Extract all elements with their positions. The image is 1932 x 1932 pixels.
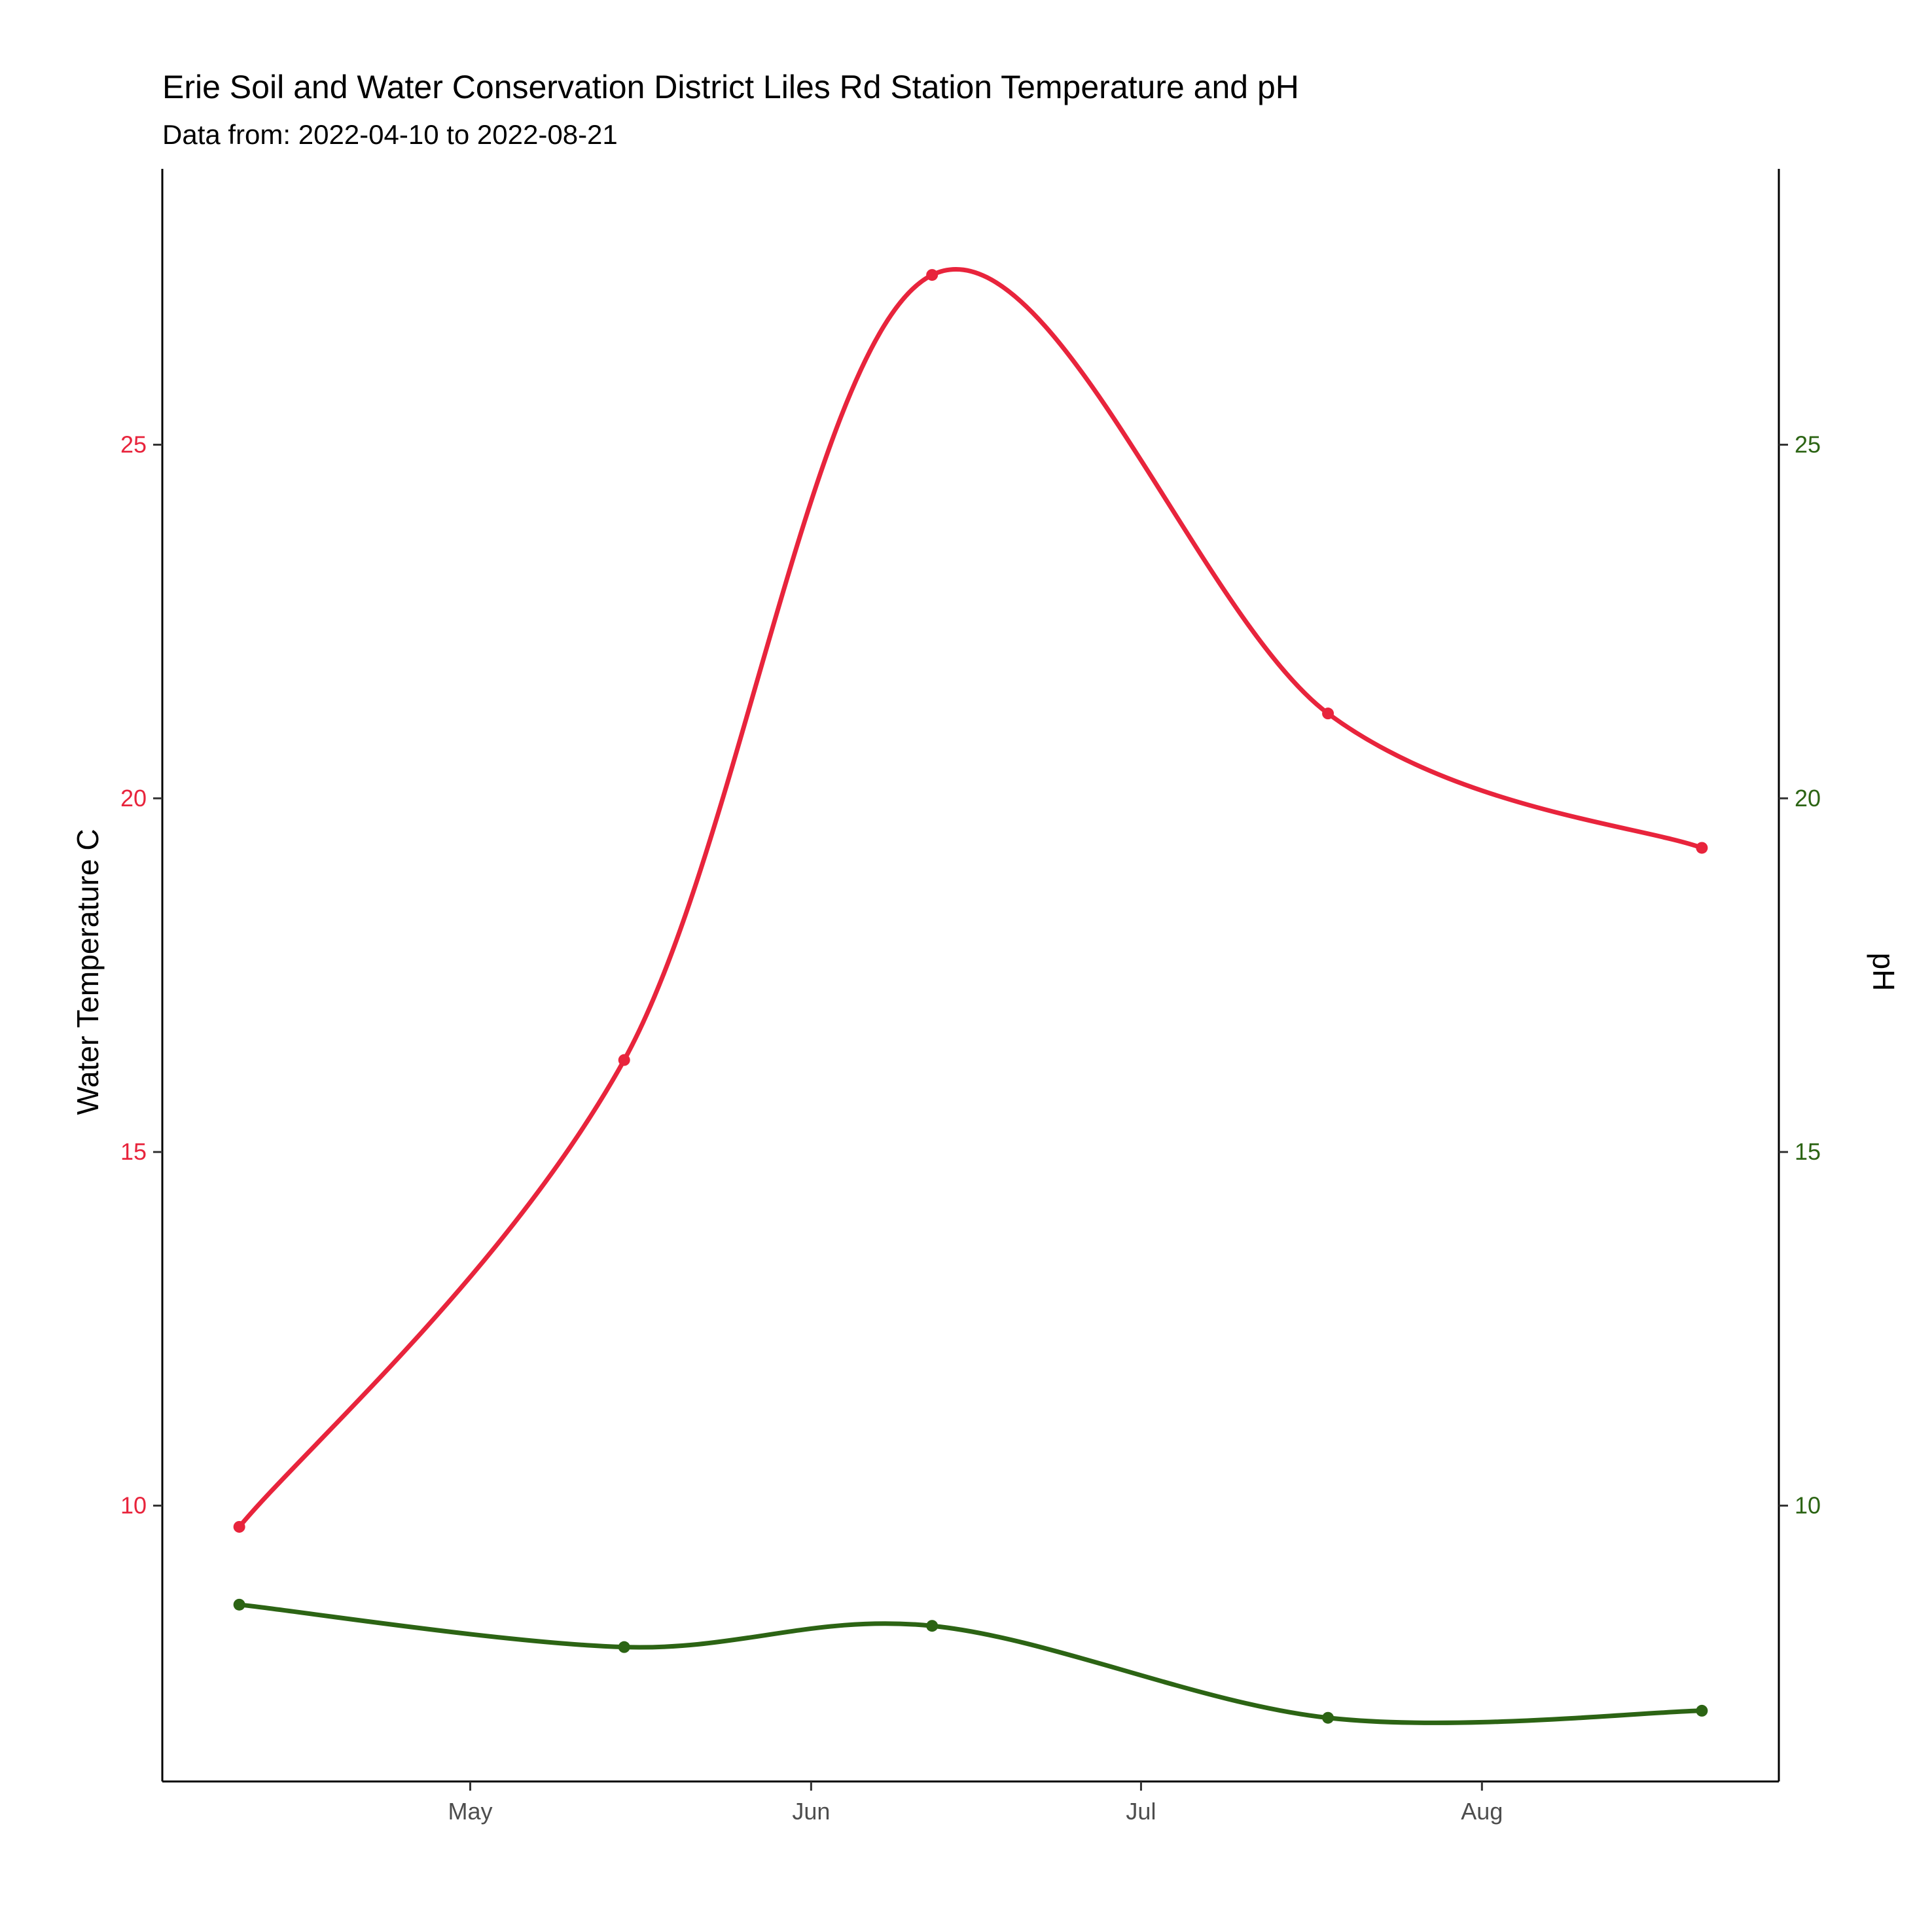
- ph-point: [1322, 1711, 1334, 1724]
- ph-line: [237, 1602, 1704, 1725]
- ph-point: [618, 1641, 630, 1653]
- y-axis-right-tick-label: 20: [1795, 785, 1821, 812]
- y-axis-left-tick-label: 25: [120, 431, 147, 457]
- temperature-point: [926, 269, 939, 281]
- axes: 10 15 20 25 10 15 20 25 May Jun Jul Aug: [120, 169, 1821, 1825]
- y-axis-left-tick-label: 20: [120, 785, 147, 812]
- y-axis-right-title: pH: [1867, 953, 1901, 992]
- y-axis-left-tick-label: 10: [120, 1492, 147, 1519]
- x-axis-tick-label: Jul: [1126, 1798, 1156, 1825]
- y-axis-right-tick-label: 25: [1795, 431, 1821, 457]
- y-axis-right-tick-label: 15: [1795, 1138, 1821, 1165]
- chart-title: Erie Soil and Water Conservation Distric…: [162, 69, 1299, 105]
- y-axis-left-tick-label: 15: [120, 1138, 147, 1165]
- temperature-point: [1322, 707, 1334, 720]
- series-ph: [233, 1598, 1708, 1725]
- ph-point: [233, 1598, 245, 1611]
- y-axis-right-tick-label: 10: [1795, 1492, 1821, 1519]
- x-axis-tick-label: Jun: [792, 1798, 830, 1825]
- y-axis-left-title: Water Temperature C: [71, 829, 105, 1115]
- temperature-point: [233, 1520, 245, 1533]
- ph-point: [926, 1620, 939, 1632]
- temperature-point: [1696, 842, 1708, 854]
- temperature-point: [618, 1054, 630, 1066]
- series-layer: [233, 267, 1708, 1725]
- temperature-line: [237, 267, 1704, 1530]
- ph-point: [1696, 1704, 1708, 1717]
- chart-subtitle: Data from: 2022-04-10 to 2022-08-21: [162, 119, 618, 150]
- x-axis-tick-label: Aug: [1461, 1798, 1503, 1825]
- series-temperature: [233, 267, 1708, 1533]
- x-axis-tick-label: May: [448, 1798, 492, 1825]
